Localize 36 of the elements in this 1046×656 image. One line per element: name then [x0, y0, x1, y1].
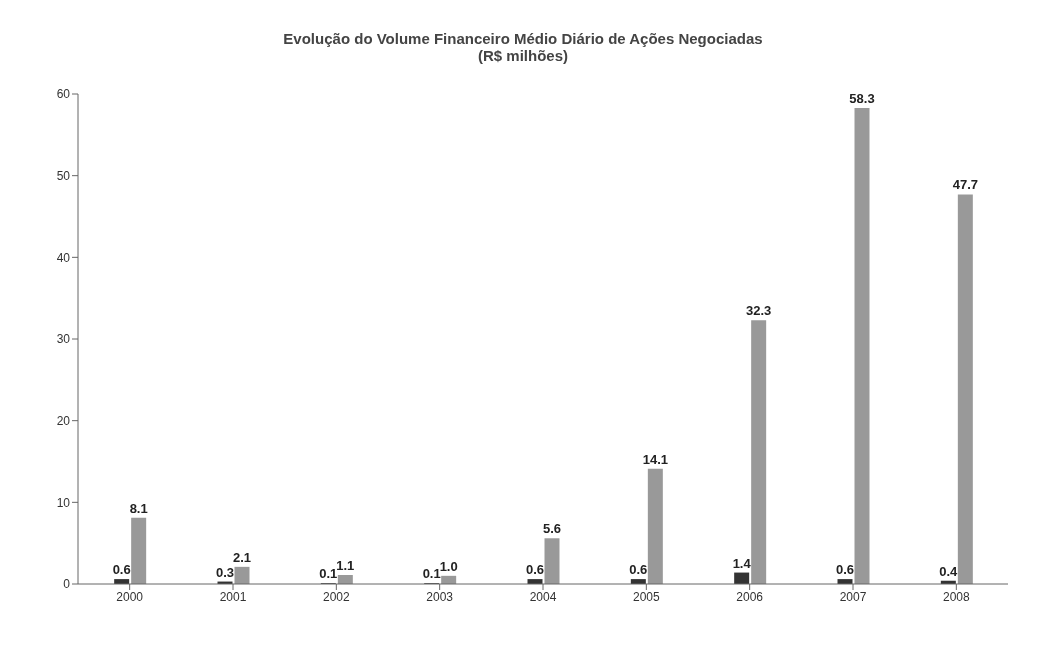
x-tick-label: 2000 [116, 589, 144, 604]
data-label: 1.0 [439, 558, 458, 574]
y-tick-label: 10 [56, 495, 71, 510]
y-tick-label: 20 [56, 413, 71, 428]
data-label: 0.1 [319, 566, 338, 582]
x-tick-label: 2007 [839, 589, 867, 604]
y-tick-label: 40 [56, 250, 71, 265]
data-label: 0.6 [112, 562, 131, 578]
x-tick-label: 2001 [219, 589, 247, 604]
x-tick-label: 2005 [632, 589, 660, 604]
data-label: 47.7 [952, 177, 978, 193]
data-label: 14.1 [642, 451, 668, 467]
data-label: 32.3 [746, 303, 772, 319]
data-label: 2.1 [232, 549, 252, 565]
chart-subtitle: (R$ milhões) [477, 47, 569, 64]
x-tick-label: 2003 [426, 589, 454, 604]
data-label: 1.4 [732, 555, 752, 571]
data-label: 0.1 [422, 566, 441, 582]
data-label: 5.6 [542, 521, 562, 537]
y-tick-label: 30 [56, 332, 71, 347]
data-label: 0.6 [629, 562, 648, 578]
data-label: 0.4 [939, 563, 959, 579]
x-tick-label: 2006 [736, 589, 764, 604]
chart-title: Evolução do Volume Financeiro Médio Diário de Ações Negociadas [282, 30, 764, 47]
data-label: 1.1 [336, 558, 355, 574]
data-label: 8.1 [129, 500, 148, 516]
x-tick-label: 2004 [529, 589, 557, 604]
y-tick-label: 60 [56, 87, 71, 102]
data-label: 58.3 [849, 90, 875, 106]
x-tick-label: 2002 [322, 589, 350, 604]
data-label: 0.6 [525, 562, 545, 578]
data-label: 0.6 [835, 562, 855, 578]
data-label: 0.3 [215, 564, 235, 580]
y-tick-label: 0 [63, 577, 71, 592]
x-tick-label: 2008 [942, 589, 970, 604]
y-tick-label: 50 [56, 168, 71, 183]
